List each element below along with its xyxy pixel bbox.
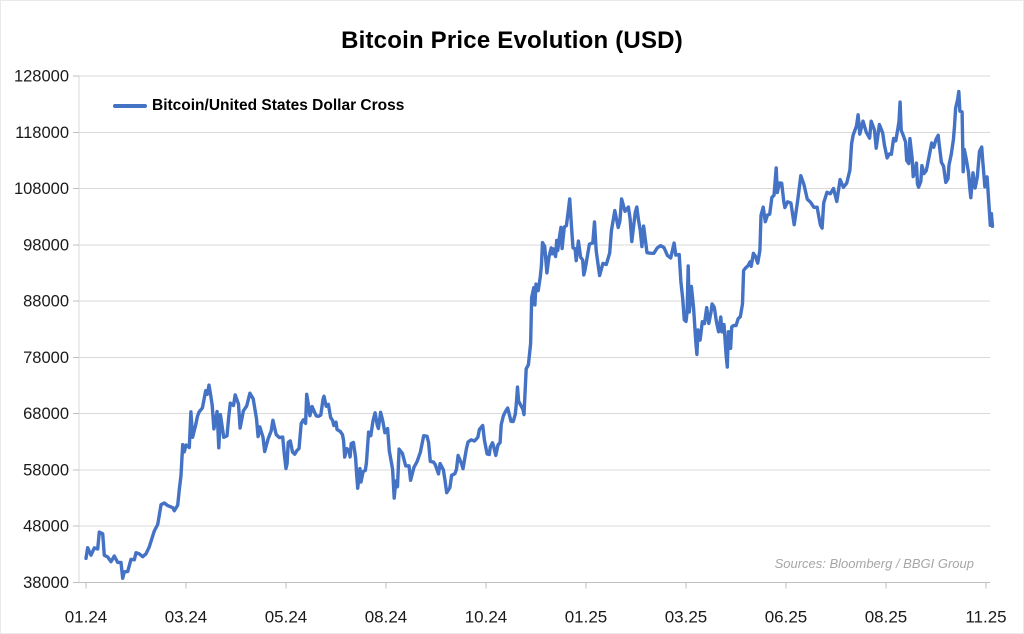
y-tick-label: 58000 bbox=[23, 461, 69, 479]
x-tick-label: 08.24 bbox=[365, 608, 408, 627]
y-tick-label: 68000 bbox=[23, 405, 69, 423]
y-tick-label: 128000 bbox=[14, 68, 69, 86]
y-tick-label: 38000 bbox=[23, 574, 69, 592]
x-tick-label: 01.25 bbox=[565, 608, 608, 627]
y-tick-label: 48000 bbox=[23, 518, 69, 536]
y-tick-label: 118000 bbox=[15, 124, 69, 142]
chart-title: Bitcoin Price Evolution (USD) bbox=[341, 27, 683, 54]
x-tick-label: 08.25 bbox=[865, 608, 908, 627]
x-tick-label: 01.24 bbox=[65, 608, 108, 627]
y-tick-label: 108000 bbox=[14, 180, 69, 198]
legend-series-label: Bitcoin/United States Dollar Cross bbox=[152, 97, 405, 114]
x-tick-label: 05.24 bbox=[265, 608, 308, 627]
y-tick-label: 88000 bbox=[23, 293, 69, 311]
x-tick-label: 06.25 bbox=[765, 608, 808, 627]
x-tick-label: 03.25 bbox=[665, 608, 708, 627]
source-note: Sources: Bloomberg / BBGI Group bbox=[774, 556, 974, 571]
x-tick-label: 03.24 bbox=[165, 608, 208, 627]
legend-line-swatch bbox=[113, 104, 147, 108]
price-line bbox=[84, 89, 995, 580]
x-tick-label: 10.24 bbox=[465, 608, 508, 627]
y-tick-label: 98000 bbox=[23, 236, 69, 254]
y-tick-label: 78000 bbox=[23, 349, 69, 367]
x-tick-label: 11.25 bbox=[965, 608, 1006, 627]
legend: Bitcoin/United States Dollar Cross bbox=[113, 97, 404, 115]
